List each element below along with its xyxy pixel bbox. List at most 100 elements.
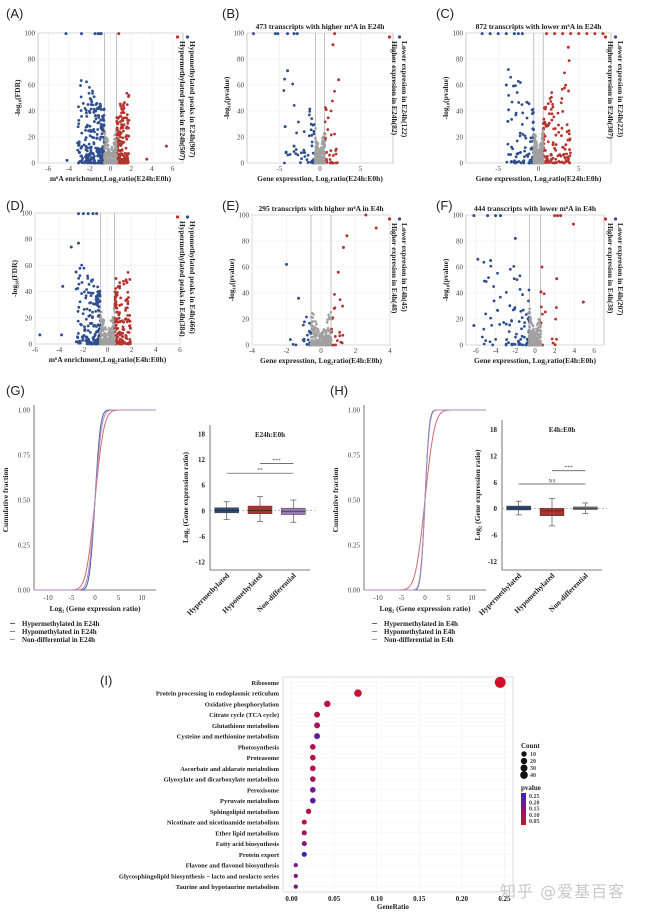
data-point-ns — [314, 341, 318, 344]
data-point-up — [562, 161, 565, 165]
data-point-down — [489, 259, 493, 262]
legend-marker — [397, 217, 402, 221]
data-point-up — [118, 154, 122, 158]
data-point-up — [547, 123, 550, 127]
data-point-down — [292, 144, 296, 148]
data-point-up — [565, 123, 569, 127]
data-point-down — [305, 158, 309, 162]
data-point-ns — [101, 326, 104, 329]
data-point-ns — [326, 318, 329, 322]
data-point-up — [118, 135, 122, 139]
data-point-up — [341, 333, 345, 337]
data-point — [309, 787, 316, 793]
data-point-down — [85, 111, 88, 115]
data-point-up — [119, 140, 123, 143]
data-point-down — [515, 139, 519, 143]
data-point-ns — [110, 161, 114, 164]
data-point-ns — [541, 139, 545, 143]
x-tick-label: -10 — [373, 594, 383, 602]
data-point-down — [90, 279, 93, 282]
data-point-down — [296, 153, 300, 157]
x-tick-label: 0 — [93, 594, 97, 602]
y-tick-label: 40 — [25, 288, 33, 296]
data-point-ns — [311, 325, 315, 328]
y-tick-label: 0 — [246, 342, 250, 350]
data-point-down — [305, 343, 309, 346]
data-point-down — [514, 155, 518, 159]
data-point-up — [126, 302, 130, 306]
data-point-down — [96, 128, 100, 131]
data-point-down — [520, 32, 524, 36]
category-label: Protein export — [239, 852, 280, 859]
data-point-down — [77, 282, 81, 286]
data-point-down — [92, 141, 96, 145]
data-point-down — [286, 32, 290, 36]
data-point-up — [326, 128, 330, 131]
data-point-down — [79, 109, 83, 112]
data-point-down — [77, 151, 81, 155]
y-tick-label: 0 — [202, 507, 206, 515]
data-point-ns — [106, 161, 109, 164]
data-point-ns — [535, 343, 539, 347]
data-point-down — [76, 125, 80, 129]
data-point-down — [285, 262, 288, 266]
data-point-up — [561, 32, 565, 36]
data-point-down — [520, 103, 524, 106]
data-point-down — [84, 339, 88, 343]
y-tick-label: 0 — [32, 160, 36, 168]
data-point-down — [309, 122, 313, 126]
data-point-down — [510, 342, 514, 346]
plot-area — [282, 676, 514, 893]
data-point-ns — [103, 139, 106, 142]
data-point-ns — [310, 311, 314, 315]
data-point-down — [100, 158, 104, 162]
data-point-up — [118, 337, 122, 341]
data-point-up — [556, 111, 560, 115]
data-point-up — [118, 284, 121, 288]
data-point-down — [95, 342, 99, 346]
data-point-down — [94, 161, 97, 165]
y-tick-label: 0.00 — [18, 587, 31, 595]
data-point-down — [84, 294, 88, 298]
data-point-down — [80, 281, 84, 284]
data-point-up — [117, 313, 121, 317]
data-point-down — [504, 32, 508, 36]
x-tick-label: 0 — [533, 347, 537, 355]
legend-label: Hypermethylated peaks in E24h(507) — [178, 41, 187, 161]
data-point-down — [83, 325, 86, 329]
x-tick-label: -10 — [43, 594, 53, 602]
data-point-down — [273, 32, 277, 36]
data-point-down — [96, 301, 100, 305]
data-point-ns — [101, 318, 105, 321]
data-point-ns — [316, 142, 319, 145]
data-point-up — [546, 102, 550, 106]
data-point-up — [560, 97, 564, 100]
data-point-down — [78, 339, 82, 343]
data-point-down — [81, 339, 84, 342]
data-point-up — [552, 127, 556, 131]
data-point-down — [100, 132, 104, 136]
y-tick-label: 100 — [22, 210, 33, 218]
data-point-up — [333, 335, 337, 338]
data-point-ns — [529, 338, 532, 341]
y-tick-label: 60 — [237, 82, 245, 90]
data-point-ns — [532, 328, 535, 331]
data-point-down — [529, 140, 532, 144]
data-point-ns — [533, 343, 537, 347]
data-point-down — [90, 100, 94, 104]
data-point-up — [548, 97, 552, 100]
data-point-up — [562, 152, 566, 156]
panel-label: (E) — [222, 198, 239, 213]
data-point-ns — [107, 147, 110, 151]
category-label: Glyoxylate and dicarboxylate metabolism — [164, 777, 280, 784]
data-point-up — [324, 106, 327, 110]
data-point-ns — [316, 155, 320, 158]
data-point-down — [480, 32, 484, 36]
y-axis-title: -log₁₀(FDR) — [10, 260, 19, 297]
data-point-up — [127, 331, 131, 334]
panel-label: (B) — [222, 6, 239, 21]
data-point-up — [329, 149, 333, 153]
data-point-down — [510, 117, 514, 121]
data-point — [354, 689, 362, 697]
data-point-up — [128, 324, 132, 328]
